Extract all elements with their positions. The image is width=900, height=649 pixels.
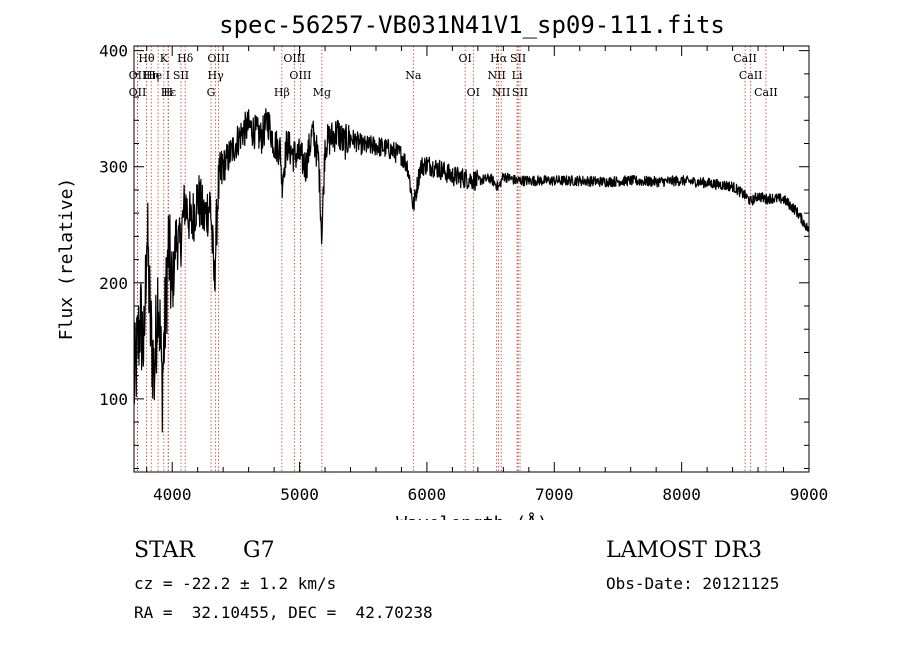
survey-name: LAMOST DR3 — [606, 538, 762, 563]
line-label: OIII — [207, 52, 229, 65]
coordinates: RA = 32.10455, DEC = 42.70238 — [134, 603, 433, 622]
series-layer — [133, 108, 810, 433]
y-axis-label: Flux (relative) — [56, 178, 77, 341]
line-label: NII — [488, 69, 506, 82]
x-axis-label: Wavelength (Å) — [396, 512, 548, 520]
y-axis: 100 200 300 400 — [99, 42, 809, 470]
line-label: OIII — [289, 69, 311, 82]
line-label: OII — [129, 86, 147, 99]
line-label: He I — [146, 69, 170, 82]
x-tick-label: 6000 — [408, 485, 447, 504]
chart-title: spec-56257-VB031N41V1_sp09-111.fits — [219, 11, 725, 39]
flux-series-line — [133, 108, 810, 433]
line-label: OI — [458, 52, 471, 65]
x-axis: 4000 5000 6000 7000 8000 9000 — [146, 46, 829, 504]
line-label: OI — [467, 86, 480, 99]
redshift-velocity: cz = -22.2 ± 1.2 km/s — [134, 574, 337, 593]
line-label: Hγ — [208, 69, 225, 82]
x-tick-label: 5000 — [280, 485, 319, 504]
y-tick-label: 100 — [99, 390, 128, 409]
line-label: SII — [510, 52, 526, 65]
object-subclass: G7 — [243, 538, 275, 563]
line-label: Na — [405, 69, 422, 82]
line-label: Li — [512, 69, 523, 82]
line-label: SII — [173, 69, 189, 82]
plot-frame — [133, 45, 810, 473]
line-label: OII — [129, 69, 147, 82]
line-label: H — [163, 86, 173, 99]
line-label: Hε — [161, 86, 177, 99]
line-label: CaII — [739, 69, 763, 82]
y-tick-label: 200 — [99, 274, 128, 293]
line-label: Mg — [313, 86, 331, 99]
x-tick-label: 7000 — [535, 485, 574, 504]
line-label: G — [207, 86, 216, 99]
line-label: CaII — [733, 52, 757, 65]
object-class: STAR — [134, 538, 195, 563]
spectral-line-markers — [137, 46, 767, 472]
line-label: CaII — [754, 86, 778, 99]
spectrum-chart: spec-56257-VB031N41V1_sp09-111.fits Hθ OI… — [56, 11, 829, 520]
line-label: Hθ — [138, 52, 155, 65]
y-tick-label: 300 — [99, 158, 128, 177]
observation-date: Obs-Date: 20121125 — [606, 574, 780, 593]
line-label: Hδ — [177, 52, 194, 65]
line-label: Hβ — [274, 86, 290, 99]
line-label: Hα — [490, 52, 508, 65]
line-label: Hη — [143, 69, 159, 82]
x-tick-label: 4000 — [153, 485, 192, 504]
x-tick-label: 9000 — [790, 485, 829, 504]
line-label: SII — [512, 86, 528, 99]
line-label: K — [160, 52, 169, 65]
line-label: NII — [492, 86, 510, 99]
y-tick-label: 400 — [99, 42, 128, 61]
line-label: OIII — [283, 52, 305, 65]
x-tick-label: 8000 — [662, 485, 701, 504]
